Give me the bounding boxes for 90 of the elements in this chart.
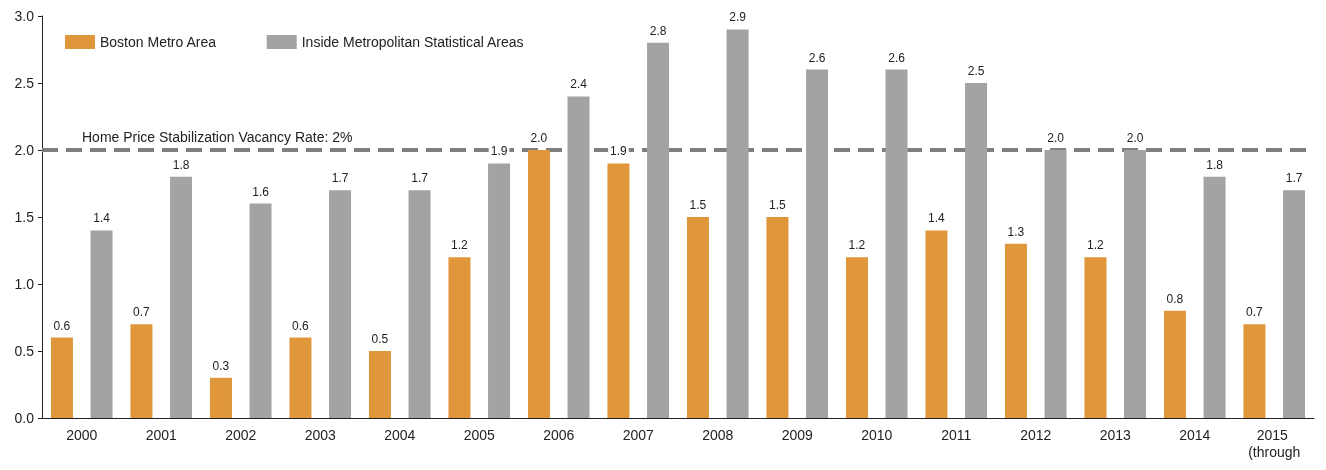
bar	[1203, 176, 1226, 418]
x-tick-label: 2010	[861, 426, 893, 443]
ref-line-label: Home Price Stabilization Vacancy Rate: 2%	[82, 129, 353, 145]
data-label: 0.3	[212, 358, 230, 373]
bar	[686, 217, 709, 418]
data-label: 1.9	[490, 144, 508, 159]
x-tick-label: 2011	[941, 426, 972, 443]
data-label: 0.6	[53, 318, 71, 333]
y-tick-label: 1.5	[14, 209, 35, 225]
bar	[1243, 324, 1266, 418]
bar	[368, 351, 391, 418]
data-label: 2.0	[1126, 131, 1144, 145]
bar	[647, 42, 670, 418]
data-label: 1.9	[610, 144, 628, 159]
x-tick-label: 2006	[543, 426, 575, 443]
bar	[1163, 310, 1186, 418]
x-tick-label: 2003	[304, 426, 337, 443]
x-tick-label: 2007	[622, 426, 655, 443]
bar	[1004, 243, 1027, 418]
data-label: 1.4	[928, 211, 946, 226]
bar	[249, 203, 272, 418]
bar	[726, 29, 749, 418]
x-tick-label: 2015 (through	[1248, 426, 1301, 460]
bar	[448, 257, 471, 418]
data-label: 2.6	[888, 50, 906, 65]
data-label: 1.5	[689, 198, 707, 212]
data-label: 0.7	[1246, 305, 1264, 320]
bar	[329, 190, 352, 418]
y-tick-label: 0.5	[14, 343, 35, 359]
bar	[965, 83, 988, 418]
data-label: 0.6	[292, 318, 310, 333]
x-tick-label: 2005	[463, 426, 496, 443]
y-tick-label: 2.0	[14, 142, 35, 158]
bar	[1084, 257, 1107, 418]
y-tick-label: 2.5	[14, 75, 35, 91]
bar	[488, 163, 511, 418]
bar	[567, 96, 590, 418]
bar	[90, 230, 113, 418]
data-label: 2.9	[729, 10, 747, 25]
data-label: 1.2	[451, 238, 469, 253]
data-label: 1.7	[1285, 171, 1303, 186]
x-tick-label: 2008	[702, 426, 734, 443]
bar	[925, 230, 948, 418]
data-label: 1.6	[252, 184, 270, 199]
bar	[170, 176, 193, 418]
data-label: 2.5	[967, 64, 985, 78]
y-tick-label: 0.0	[14, 410, 35, 426]
bar	[885, 69, 908, 418]
data-label: 1.5	[769, 198, 787, 212]
bar	[130, 324, 153, 418]
data-label: 1.7	[411, 171, 429, 186]
bar	[1283, 190, 1306, 418]
x-tick-label: 2000	[66, 426, 98, 443]
bar	[607, 163, 630, 418]
bar	[1124, 150, 1147, 418]
bar	[209, 377, 232, 418]
data-label: 2.4	[570, 77, 588, 92]
y-tick-label: 1.0	[14, 276, 35, 292]
data-label: 2.6	[808, 50, 826, 65]
x-tick-label: 2013	[1099, 426, 1132, 443]
bar	[527, 150, 550, 418]
x-tick-label: 2004	[384, 426, 416, 443]
data-label: 2.8	[649, 23, 667, 38]
bar	[408, 190, 431, 418]
x-tick-label: 2012	[1020, 426, 1052, 443]
data-label: 1.3	[1007, 224, 1025, 239]
data-label: 1.2	[1087, 238, 1105, 253]
x-tick-label: 2014	[1179, 426, 1211, 443]
x-tick-label: 2001	[145, 426, 178, 443]
data-label: 0.8	[1166, 291, 1184, 306]
bar	[845, 257, 868, 418]
x-tick-label: 2002	[225, 426, 257, 443]
data-label: 0.7	[133, 305, 151, 320]
data-label: 2.0	[530, 131, 548, 145]
data-label: 1.7	[331, 171, 349, 186]
data-label: 1.4	[93, 211, 111, 226]
data-label: 2.0	[1047, 131, 1065, 145]
data-label: 1.8	[172, 157, 190, 172]
bar	[1044, 150, 1067, 418]
legend-label: Boston Metro Area	[100, 34, 217, 50]
bar	[766, 217, 789, 418]
data-label: 0.5	[371, 332, 389, 346]
legend-label: Inside Metropolitan Statistical Areas	[301, 34, 524, 50]
x-tick-label: 2009	[781, 426, 814, 443]
data-label: 1.8	[1206, 157, 1224, 172]
y-tick-label: 3.0	[14, 8, 35, 24]
bar	[289, 337, 312, 418]
data-label: 1.2	[848, 238, 866, 253]
bar	[50, 337, 73, 418]
bar	[806, 69, 829, 418]
